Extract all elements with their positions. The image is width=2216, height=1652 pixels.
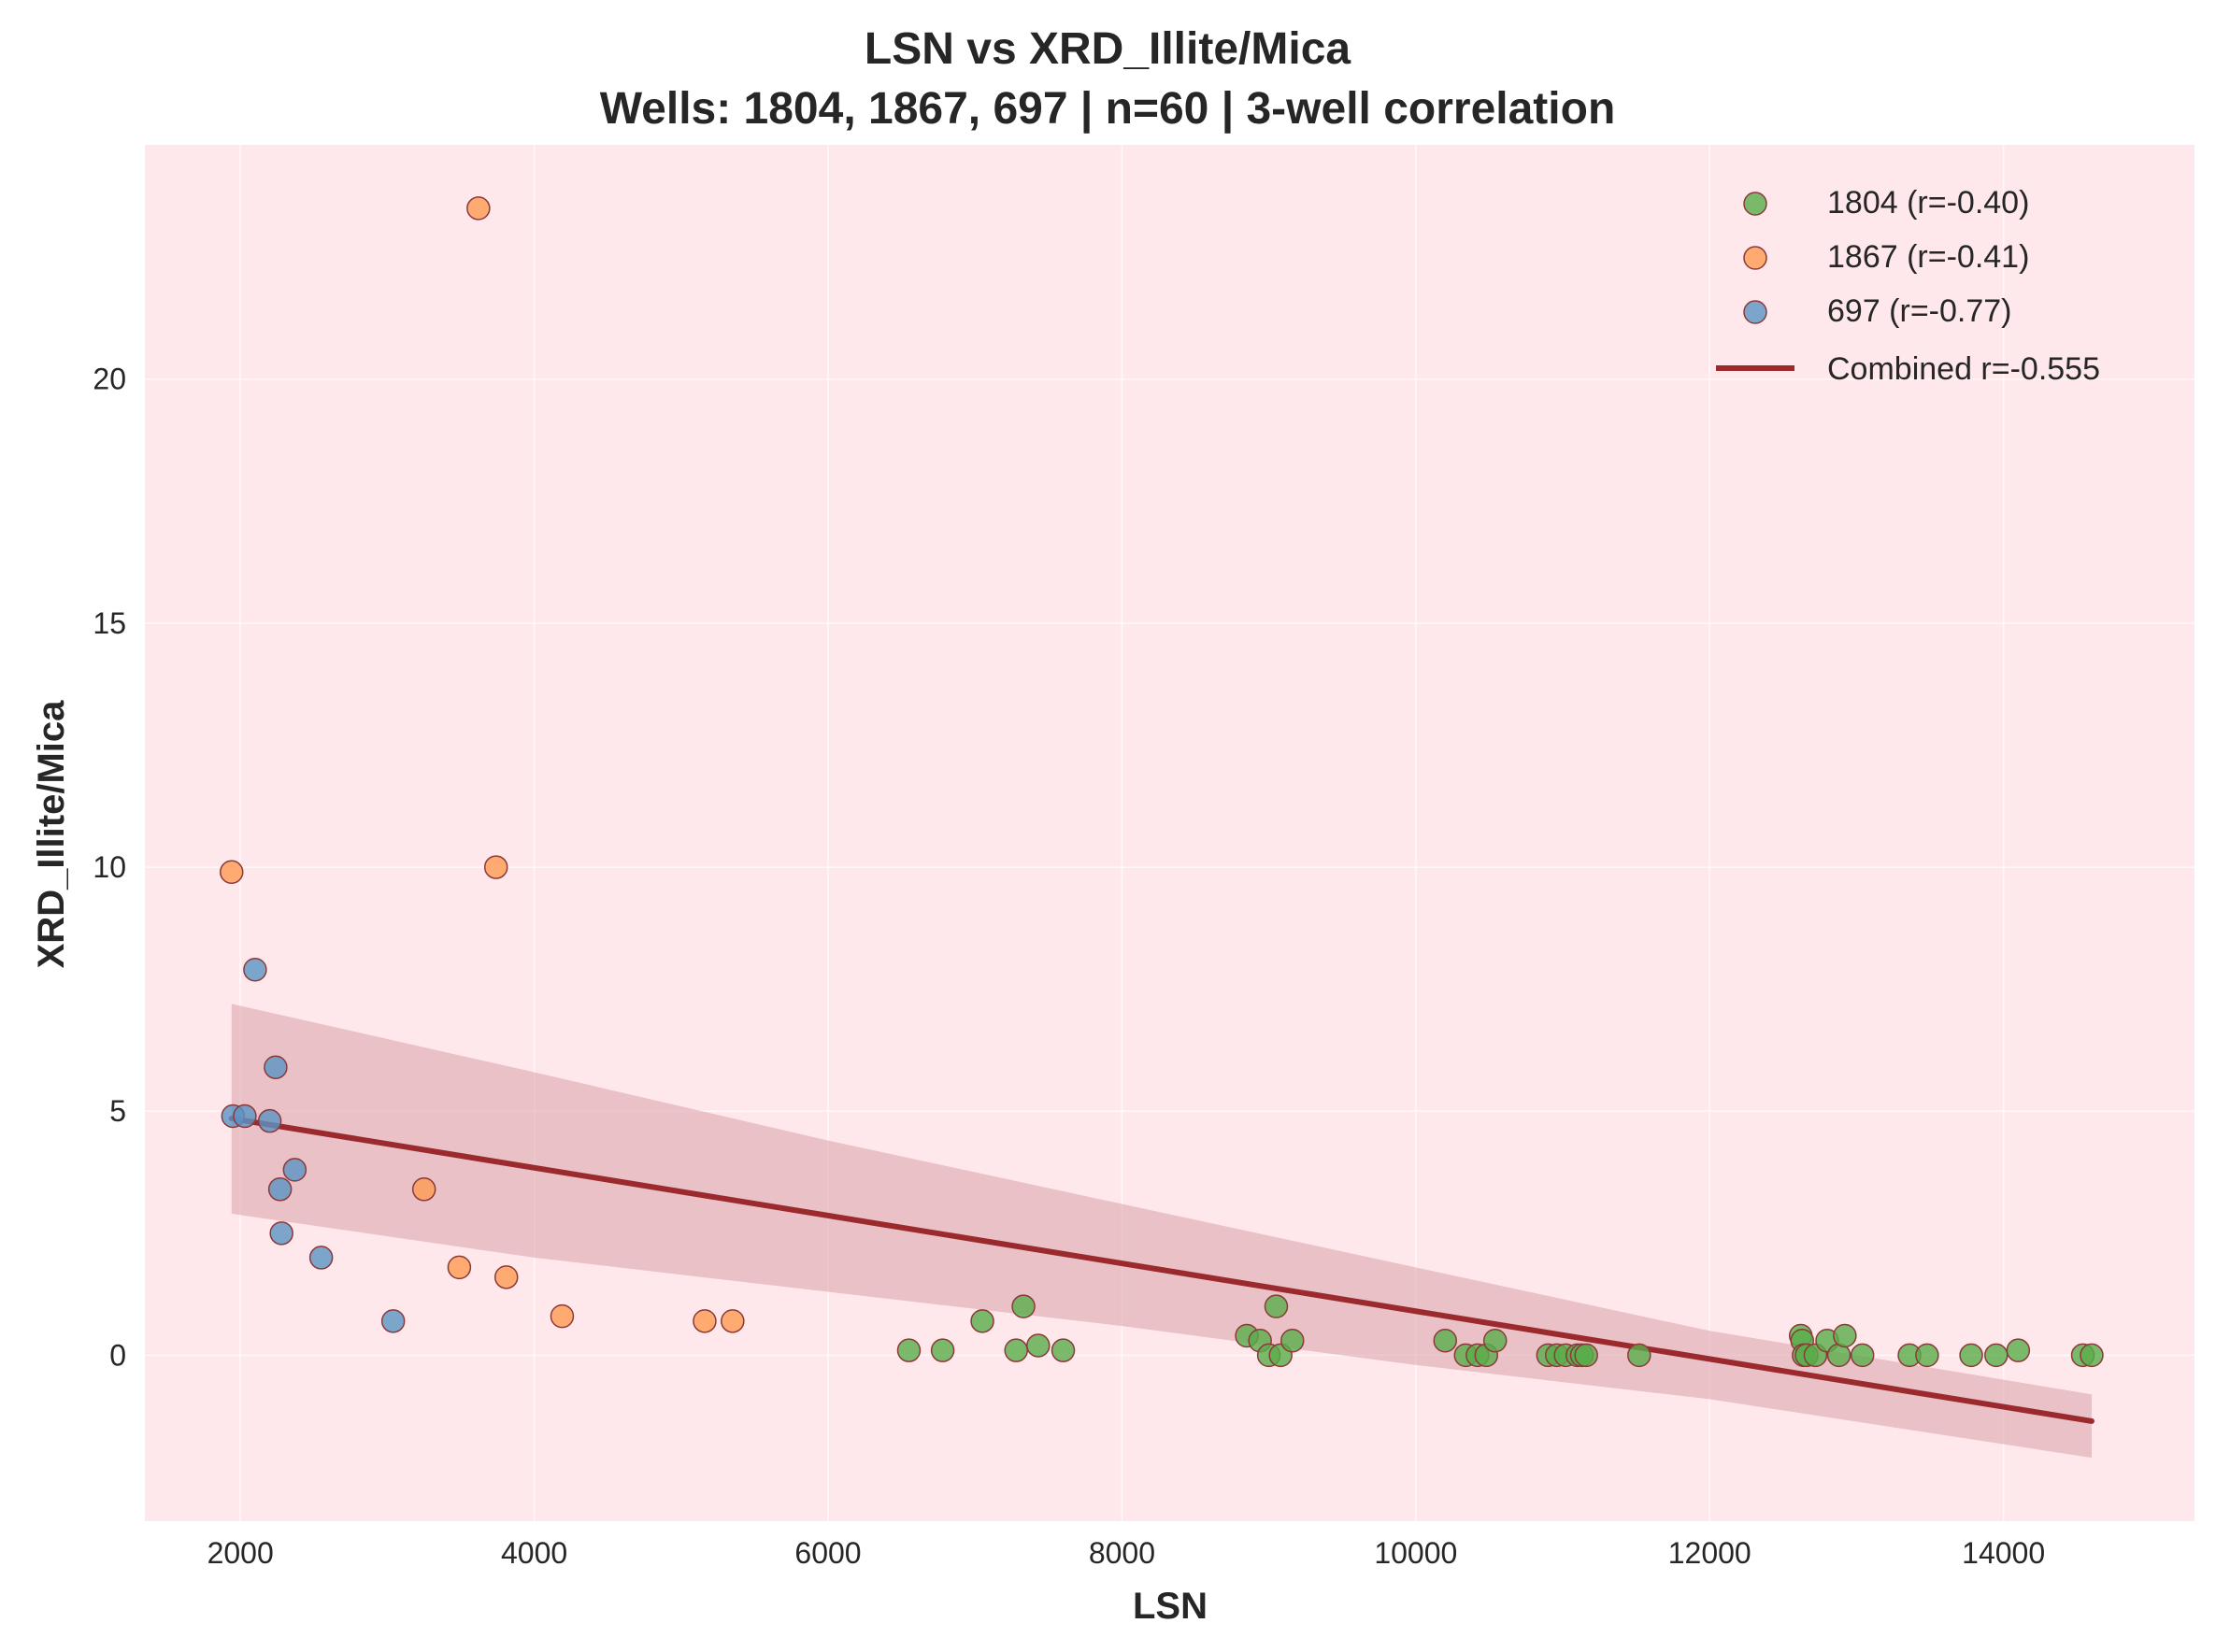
point-1867: [483, 855, 508, 879]
legend-marker-697: [1743, 300, 1767, 324]
point-1867: [447, 1255, 472, 1280]
point-1804: [1280, 1328, 1305, 1353]
chart-subtitle: Wells: 1804, 1867, 697 | n=60 | 3-well c…: [600, 84, 1616, 134]
point-1804: [970, 1309, 994, 1333]
point-1867: [466, 196, 491, 221]
point-1804: [1264, 1294, 1289, 1318]
y-tick-label: 0: [109, 1338, 126, 1372]
x-tick-label: 14000: [1962, 1536, 2045, 1570]
point-1804: [1011, 1294, 1036, 1318]
x-tick-label: 6000: [794, 1536, 861, 1570]
point-1804: [1850, 1343, 1875, 1368]
point-1804: [1915, 1343, 1939, 1368]
point-1804: [1959, 1343, 1983, 1368]
point-1867: [493, 1265, 519, 1289]
y-tick-labels: 0 5 10 15 20: [93, 363, 126, 1373]
point-697: [380, 1309, 406, 1333]
x-axis-label: LSN: [1133, 1586, 1208, 1627]
point-1867: [693, 1309, 717, 1333]
point-1804: [1051, 1338, 1076, 1362]
x-tick-label: 2000: [207, 1536, 274, 1570]
point-1804: [2080, 1343, 2104, 1368]
point-1804: [1574, 1343, 1598, 1368]
x-tick-label: 8000: [1089, 1536, 1155, 1570]
point-1867: [220, 860, 244, 885]
x-tick-labels: 2000 4000 6000 8000 10000 12000 14000: [207, 1536, 2046, 1570]
x-tick-label: 12000: [1668, 1536, 1751, 1570]
point-1804: [1627, 1343, 1651, 1368]
legend-label-1804: 1804 (r=-0.40): [1827, 185, 2029, 221]
point-1804: [2006, 1338, 2031, 1362]
legend-marker-1804: [1743, 192, 1767, 216]
legend-label-combined: Combined r=-0.555: [1827, 351, 2100, 387]
point-1804: [1026, 1333, 1051, 1358]
point-1804: [1833, 1323, 1857, 1348]
point-1804: [930, 1338, 955, 1362]
point-1867: [721, 1309, 745, 1333]
trend-line: [228, 1116, 2094, 1424]
y-tick-label: 20: [93, 363, 126, 396]
point-1804: [1482, 1328, 1508, 1353]
trend-line-layer: [228, 1116, 2094, 1424]
point-697: [269, 1221, 293, 1246]
point-1867: [411, 1177, 436, 1202]
x-tick-label: 4000: [501, 1536, 567, 1570]
y-axis-label: XRD_Illite/Mica: [31, 700, 72, 969]
point-697: [308, 1246, 334, 1270]
y-tick-label: 5: [109, 1094, 126, 1128]
legend-marker-1867: [1743, 246, 1767, 270]
legend-label-697: 697 (r=-0.77): [1827, 293, 2012, 329]
point-697: [243, 958, 267, 982]
point-1804: [896, 1338, 922, 1362]
legend-label-1867: 1867 (r=-0.41): [1827, 239, 2029, 275]
y-tick-label: 15: [93, 606, 126, 640]
chart-title: LSN vs XRD_Illite/Mica: [865, 24, 1351, 74]
point-1804: [1004, 1338, 1028, 1362]
point-697: [233, 1104, 257, 1129]
point-1804: [1984, 1343, 2009, 1368]
point-1804: [1433, 1328, 1458, 1353]
y-tick-label: 10: [93, 850, 126, 884]
point-697: [264, 1055, 288, 1079]
point-697: [267, 1177, 293, 1202]
x-tick-label: 10000: [1374, 1536, 1457, 1570]
point-697: [257, 1108, 282, 1133]
legend: 1804 (r=-0.40) 1867 (r=-0.41) 697 (r=-0.…: [1716, 185, 2100, 387]
point-1867: [550, 1303, 575, 1329]
points-layer: [220, 196, 2104, 1368]
point-697: [282, 1158, 307, 1182]
